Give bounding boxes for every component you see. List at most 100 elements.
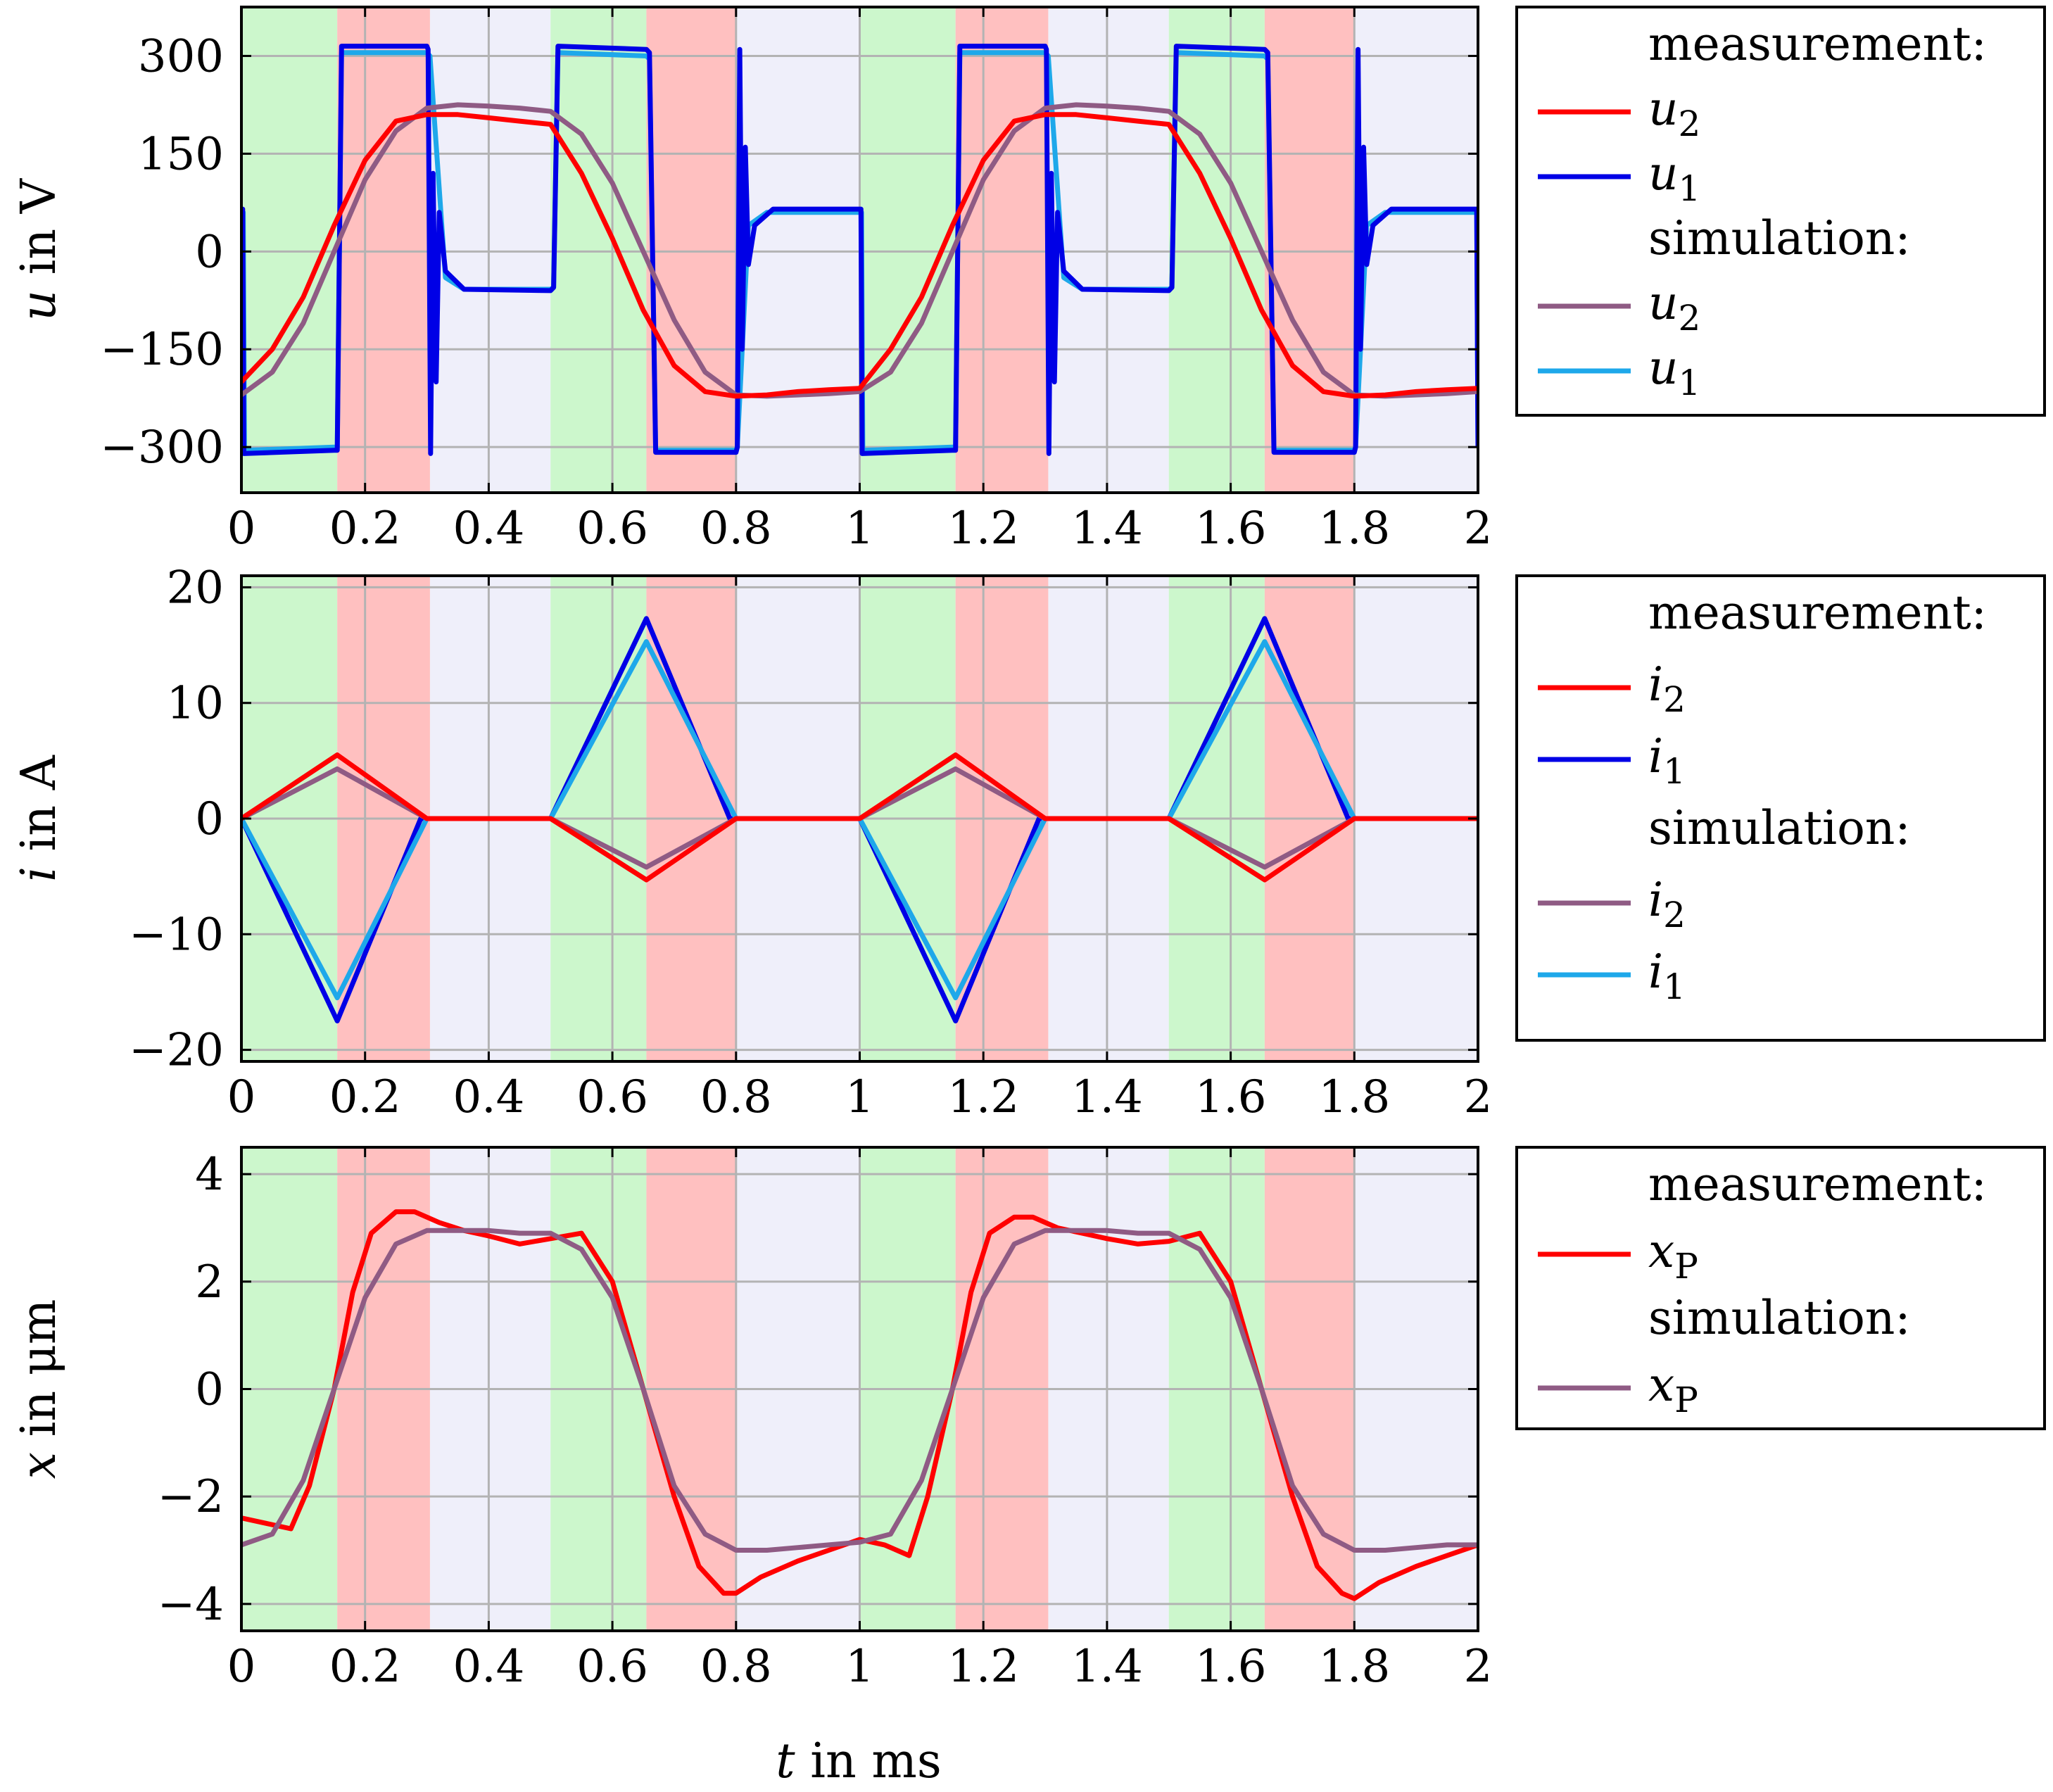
x-axis-label-unit: in ms bbox=[795, 1734, 942, 1789]
y-axis-label: i in A bbox=[11, 755, 67, 882]
legend-simulation-heading: simulation: bbox=[1648, 211, 1911, 265]
legend-entry-symbol: u bbox=[1648, 146, 1679, 201]
legend-entry-symbol: i bbox=[1648, 945, 1663, 999]
legend-entry-subscript: 2 bbox=[1663, 679, 1686, 720]
x-tick-label: 0.8 bbox=[700, 1071, 772, 1123]
y-axis-label-var: i bbox=[11, 866, 67, 882]
legend-entry: xP bbox=[1648, 1358, 1698, 1420]
legend-frame bbox=[1515, 574, 2046, 1042]
x-axis-label-var: t bbox=[776, 1734, 795, 1789]
series-i2-measurement bbox=[241, 752, 1478, 883]
phase-band-lavender bbox=[1048, 7, 1169, 493]
y-tick-label: −2 bbox=[158, 1471, 224, 1523]
tick-marks bbox=[240, 1147, 1479, 1631]
x-tick-label: 1 bbox=[845, 1071, 874, 1123]
y-tick-label: 4 bbox=[195, 1149, 224, 1201]
x-tick-label: 1.4 bbox=[1071, 1641, 1143, 1693]
x-tick-label: 1 bbox=[845, 503, 874, 555]
legend-entry-subscript: 2 bbox=[1663, 895, 1686, 935]
y-tick-label: −10 bbox=[129, 909, 224, 961]
y-tick-label: 0 bbox=[195, 793, 224, 845]
phase-band-red bbox=[955, 7, 1049, 493]
grid bbox=[240, 1147, 1479, 1631]
y-axis-label-unit: in μm bbox=[11, 1299, 67, 1452]
x-tick-label: 0.8 bbox=[700, 1641, 772, 1693]
y-tick-label: 2 bbox=[195, 1256, 224, 1308]
y-tick-label: −4 bbox=[158, 1579, 224, 1631]
panel-voltage: 0 0.2 0.4 0.6 0.8 1 1.2 1.4 1.6 1.8 2 −300 −150 0 150 3… bbox=[11, 6, 2046, 555]
legend-entry-symbol: i bbox=[1648, 729, 1663, 783]
legend-entry-symbol: i bbox=[1648, 657, 1663, 712]
tick-marks bbox=[240, 7, 1479, 493]
x-tick-label: 1.2 bbox=[947, 1071, 1019, 1123]
y-axis-label-unit: in V bbox=[11, 177, 67, 290]
x-tick-label: 1.6 bbox=[1195, 1071, 1267, 1123]
x-tick-label: 1.6 bbox=[1195, 1641, 1267, 1693]
legend-entry-subscript: 1 bbox=[1663, 751, 1686, 792]
legend-measurement-heading: measurement: bbox=[1648, 17, 1987, 71]
legend-entry-subscript: 2 bbox=[1679, 298, 1701, 339]
legend-entry: u1 bbox=[1648, 146, 1700, 209]
tick-marks bbox=[240, 576, 1479, 1061]
y-axis-label: x in μm bbox=[11, 1299, 67, 1479]
phase-band-red bbox=[1264, 7, 1355, 493]
phase-band-lavender bbox=[735, 7, 860, 493]
legend-entry: xP bbox=[1648, 1224, 1698, 1287]
x-tick-label: 1.6 bbox=[1195, 503, 1267, 555]
legend-entry-subscript: P bbox=[1674, 1246, 1698, 1287]
phase-band-green bbox=[1168, 7, 1265, 493]
panel-displacement: 0 0.2 0.4 0.6 0.8 1 1.2 1.4 1.6 1.8 2 −4 −2 0 2 4 x in μ… bbox=[11, 1146, 2046, 1693]
legend-entry-subscript: 1 bbox=[1679, 168, 1701, 209]
legend-entry: i2 bbox=[1648, 873, 1686, 935]
x-tick-label: 2 bbox=[1464, 1641, 1493, 1693]
legend-entry-symbol: x bbox=[1648, 1358, 1674, 1412]
y-tick-label: 0 bbox=[195, 226, 224, 278]
legend-frame bbox=[1515, 6, 2046, 417]
legend-measurement-heading: measurement: bbox=[1648, 1157, 1987, 1211]
y-tick-label: 20 bbox=[167, 562, 224, 614]
legend-simulation-heading: simulation: bbox=[1648, 1291, 1911, 1345]
x-tick-label: 1.8 bbox=[1318, 503, 1390, 555]
x-tick-label: 0.6 bbox=[576, 1071, 648, 1123]
x-tick-label: 0.4 bbox=[453, 503, 525, 555]
y-axis-label-unit: in A bbox=[11, 755, 67, 866]
x-tick-label: 1.4 bbox=[1071, 503, 1143, 555]
phase-band-green bbox=[550, 7, 647, 493]
y-tick-label: 10 bbox=[167, 678, 224, 730]
phase-band-lavender bbox=[1354, 7, 1478, 493]
x-tick-label: 1.8 bbox=[1318, 1641, 1390, 1693]
series-group bbox=[241, 616, 1478, 1023]
legend-entry-symbol: u bbox=[1648, 341, 1679, 395]
x-tick-label: 0.2 bbox=[329, 1641, 401, 1693]
legend-entry: u1 bbox=[1648, 341, 1700, 403]
phase-bands bbox=[241, 7, 1478, 493]
y-axis-label-var: x bbox=[11, 1452, 67, 1479]
y-tick-label: 150 bbox=[138, 128, 224, 180]
y-tick-label: 300 bbox=[138, 30, 224, 82]
x-tick-label: 0 bbox=[227, 503, 256, 555]
x-tick-label: 0.4 bbox=[453, 1641, 525, 1693]
x-tick-label: 0.6 bbox=[576, 503, 648, 555]
legend-entry: u2 bbox=[1648, 276, 1700, 339]
x-tick-label: 2 bbox=[1464, 1071, 1493, 1123]
panel-current: 0 0.2 0.4 0.6 0.8 1 1.2 1.4 1.6 1.8 2 −20 −10 0 10 20 i … bbox=[11, 562, 2046, 1123]
legend-simulation-heading: simulation: bbox=[1648, 801, 1911, 855]
legend-entry-subscript: 2 bbox=[1679, 103, 1701, 144]
x-tick-label: 0.2 bbox=[329, 503, 401, 555]
phase-band-red bbox=[646, 7, 736, 493]
legend-entry: i1 bbox=[1648, 729, 1686, 792]
phase-band-lavender bbox=[429, 7, 551, 493]
series-u1-measurement bbox=[241, 44, 1478, 456]
series-xP-simulation bbox=[241, 1228, 1478, 1553]
series-group bbox=[241, 1209, 1478, 1601]
x-tick-label: 0.2 bbox=[329, 1071, 401, 1123]
legend-entry-symbol: u bbox=[1648, 276, 1679, 330]
x-tick-label: 1.4 bbox=[1071, 1071, 1143, 1123]
x-tick-label: 1.2 bbox=[947, 503, 1019, 555]
legend-entry-symbol: u bbox=[1648, 82, 1679, 136]
y-axis-label-var: u bbox=[11, 290, 67, 321]
series-group bbox=[241, 44, 1478, 456]
